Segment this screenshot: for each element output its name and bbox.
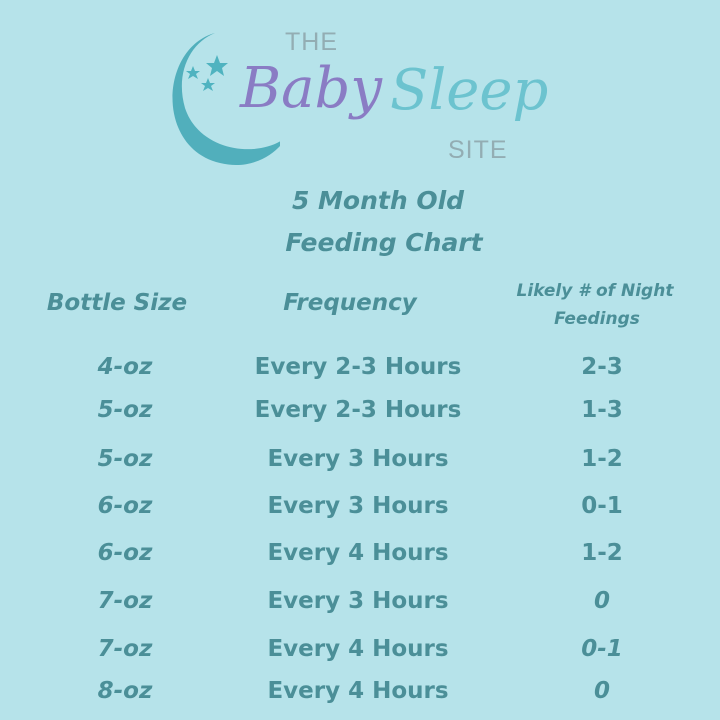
cell-bottle: 5-oz [97,397,153,423]
cell-bottle: 6-oz [97,540,153,566]
cell-frequency: Every 2-3 Hours [254,354,462,380]
cell-frequency: Every 4 Hours [267,540,449,566]
chart-title-line2: Feeding Chart [285,228,483,257]
cell-frequency: Every 3 Hours [267,446,449,472]
cell-frequency: Every 2-3 Hours [254,397,462,423]
logo-the: THE [285,28,338,56]
cell-frequency: Every 3 Hours [267,493,449,519]
chart-title-line1: 5 Month Old [291,186,465,215]
cell-bottle: 5-oz [97,446,153,472]
header-frequency: Frequency [283,290,417,316]
cell-bottle: 7-oz [97,588,153,614]
cell-night: 2-3 [581,354,623,380]
cell-frequency: Every 4 Hours [267,678,449,704]
cell-frequency: Every 3 Hours [267,588,449,614]
cell-bottle: 4-oz [97,354,153,380]
cell-night: 1-2 [581,540,623,566]
logo-site: SITE [448,136,508,164]
header-night-line1: Likely # of Night [516,281,674,301]
moon-stars-icon [172,33,280,165]
cell-night: 0-1 [581,493,623,519]
cell-bottle: 7-oz [97,636,153,662]
cell-night: 0 [593,588,611,614]
header-night-line2: Feedings [554,309,640,329]
cell-frequency: Every 4 Hours [267,636,449,662]
logo-baby: Baby [240,56,383,121]
cell-bottle: 8-oz [97,678,153,704]
cell-bottle: 6-oz [97,493,153,519]
cell-night: 0 [593,678,611,704]
header-bottle-size: Bottle Size [46,290,188,316]
cell-night: 0-1 [581,636,623,662]
cell-night: 1-2 [581,446,623,472]
logo-sleep: Sleep [390,58,549,123]
cell-night: 1-3 [581,397,623,423]
